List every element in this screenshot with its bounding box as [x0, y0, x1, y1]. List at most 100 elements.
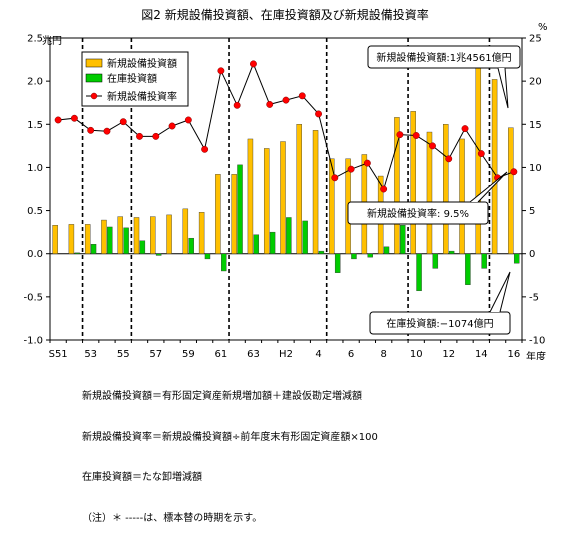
x-tick-label: 4	[315, 349, 321, 360]
x-tick-label: 53	[84, 349, 97, 360]
rate-point	[184, 116, 192, 124]
rate-point	[249, 60, 257, 68]
capex-bar	[117, 216, 123, 254]
rate-point	[282, 96, 290, 104]
left-tick-label: 2.5	[27, 34, 43, 45]
left-tick-label: -1.0	[23, 336, 43, 347]
inventory-bar	[237, 164, 243, 254]
inventory-bar	[334, 253, 341, 273]
callout-inventory: 在庫投資額:−1074億円	[369, 271, 511, 335]
rate-point	[380, 185, 388, 193]
legend: 新規設備投資額 在庫投資額 新規設備投資率	[81, 51, 189, 107]
capex-bar	[84, 224, 91, 254]
capex-bar	[296, 124, 302, 254]
left-tick-label: 2.0	[27, 77, 43, 88]
x-tick-label: 16	[507, 349, 520, 360]
inventory-bar	[481, 253, 487, 269]
right-tick-label: -10	[529, 336, 545, 347]
inventory-bar	[188, 237, 194, 254]
inventory-bar	[432, 253, 439, 269]
plot-frame	[49, 37, 523, 341]
callout-rate: 新規設備投資率: 9.5%	[347, 171, 508, 225]
right-tick-label: 20	[529, 77, 542, 88]
rate-point	[445, 155, 453, 163]
callout-capex: 新規設備投資額:1兆4561億円	[367, 45, 521, 109]
rate-point	[510, 168, 518, 176]
capex-bar	[150, 216, 156, 254]
legend-marker-rate	[90, 92, 98, 100]
rate-point	[103, 127, 111, 135]
rate-point	[217, 67, 225, 75]
x-tick-label: S51	[49, 349, 68, 360]
right-tick-label: -5	[529, 292, 539, 303]
rate-point	[429, 142, 436, 150]
right-axis-unit: %	[538, 22, 548, 33]
inventory-bar	[269, 231, 276, 254]
inventory-bar	[513, 253, 520, 264]
x-tick-label: 63	[247, 349, 260, 360]
inventory-bar	[253, 234, 260, 254]
capex-bar	[166, 214, 172, 254]
capex-bar	[475, 67, 482, 254]
inventory-bar	[400, 225, 406, 254]
capex-bar	[182, 208, 189, 254]
x-tick-label: 59	[182, 349, 195, 360]
legend-swatch-capex	[85, 58, 103, 68]
x-axis-unit: 年度	[526, 350, 546, 360]
inventory-bar	[351, 253, 357, 260]
rate-point	[461, 125, 469, 133]
capex-bar	[215, 174, 221, 254]
x-tick-label: 57	[149, 349, 162, 360]
inventory-bar	[204, 253, 211, 260]
capex-bar	[247, 138, 254, 254]
capex-bar	[394, 117, 400, 254]
capex-bar	[101, 219, 107, 254]
capex-bar	[459, 138, 465, 254]
right-tick-label: 25	[529, 34, 542, 45]
inventory-bar	[416, 253, 422, 292]
rate-point	[298, 92, 306, 100]
left-tick-label: 1.0	[27, 163, 43, 174]
legend-label-inventory: 在庫投資額	[107, 72, 157, 85]
capex-bar	[263, 148, 270, 254]
capex-bar	[508, 127, 514, 254]
capex-bar	[312, 130, 319, 254]
inventory-bar	[448, 250, 455, 254]
inventory-bar	[123, 227, 129, 254]
inventory-bar	[74, 252, 80, 254]
inventory-bar	[221, 253, 227, 272]
capex-bar	[68, 224, 75, 254]
chart-title: 図2 新規設備投資額、在庫投資額及び新規設備投資率	[141, 7, 428, 22]
rate-point	[119, 118, 127, 126]
inventory-bar	[465, 253, 471, 285]
rate-point	[70, 114, 78, 122]
rate-line	[54, 60, 518, 193]
rate-point	[233, 101, 241, 109]
rate-point	[347, 165, 355, 173]
rate-point	[201, 145, 209, 153]
left-tick-label: 0.0	[27, 249, 43, 260]
callout-inventory-text: 在庫投資額:−1074億円	[386, 317, 493, 330]
left-tick-label: 1.5	[27, 120, 43, 131]
x-tick-label: 6	[348, 349, 354, 360]
inventory-bar	[302, 220, 308, 254]
x-tick-label: 55	[117, 349, 130, 360]
rate-point	[396, 131, 404, 139]
right-tick-label: 15	[529, 120, 542, 131]
capex-bar	[491, 79, 498, 254]
rate-point	[331, 174, 339, 182]
rate-point	[315, 110, 323, 118]
rate-point	[363, 159, 371, 167]
rate-point	[87, 126, 95, 134]
capex-bar	[133, 217, 140, 254]
right-tick-label: 0	[529, 249, 535, 260]
capex-bar	[231, 174, 237, 254]
capex-bar	[198, 212, 205, 254]
axes: -1.0 -0.5 0.0 0.5 1.0 1.5 2.0 2.5 -10 -5 0 5 10 15 20 2…	[23, 34, 545, 361]
inventory-bar	[107, 226, 113, 254]
x-tick-label: 10	[410, 349, 423, 360]
capex-bar	[426, 131, 433, 254]
left-tick-label: -0.5	[23, 292, 43, 303]
left-axis-unit: 兆円	[42, 35, 62, 47]
left-tick-label: 0.5	[27, 206, 43, 217]
